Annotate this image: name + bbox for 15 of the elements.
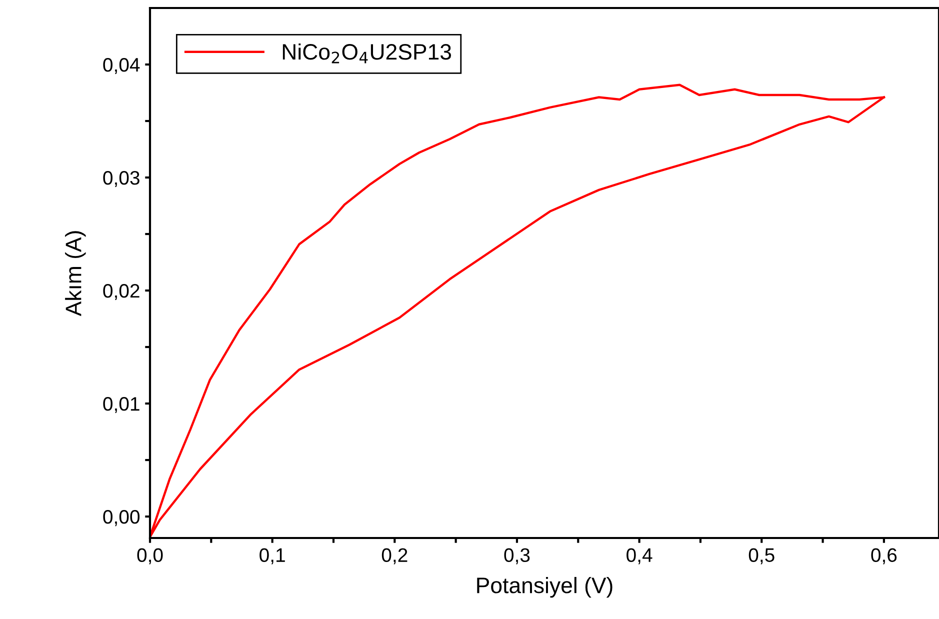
x-tick-label: 0,4 [626,548,652,564]
x-tick-label: 0,3 [504,548,530,564]
x-tick-label: 0,6 [871,548,897,564]
y-tick-label: 0,04 [103,58,140,74]
y-tick-label: 0,01 [103,396,140,414]
x-tick-label: 0,0 [137,548,163,564]
x-tick-label: 0,2 [382,548,408,564]
y-tick-label: 0,00 [103,510,140,526]
legend-label: NiCo$_{2}$O$_{4}$U2SP13 [282,43,452,64]
y-tick-label: 0,02 [103,284,140,300]
y-axis-title: Akım (A) [65,231,86,316]
y-tick-label: 0,03 [103,170,140,188]
x-tick-label: 0,5 [748,548,774,564]
x-axis-title: Potansiyel (V) [477,576,612,598]
x-tick-label: 0,1 [260,548,285,564]
